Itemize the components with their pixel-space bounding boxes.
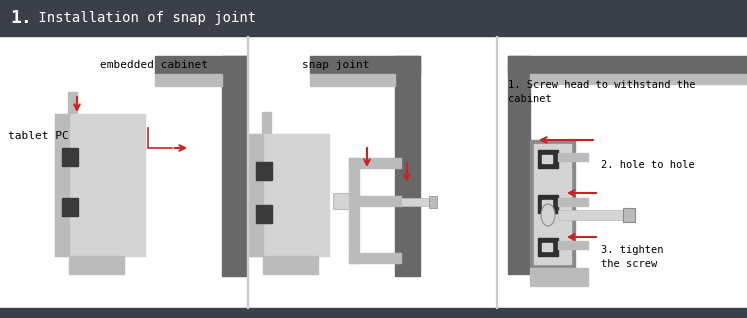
Text: 3. tighten
the screw: 3. tighten the screw [601, 245, 663, 269]
Bar [256, 162, 272, 180]
Bar [349, 158, 359, 263]
Text: Installation of snap joint: Installation of snap joint [30, 11, 256, 25]
Bar [558, 210, 626, 220]
Bar [496, 36, 497, 308]
Bar [538, 238, 558, 256]
Bar [623, 208, 635, 222]
Bar [256, 205, 272, 223]
Bar [263, 256, 318, 274]
Bar [508, 56, 530, 106]
Bar [508, 56, 747, 74]
Bar [542, 200, 552, 208]
Bar [542, 155, 552, 163]
Bar [0, 308, 747, 318]
Text: 2. hole to hole: 2. hole to hole [601, 160, 695, 170]
Bar [349, 196, 401, 206]
Bar [310, 74, 395, 86]
Bar [508, 106, 530, 274]
Bar [155, 56, 247, 74]
Bar [429, 196, 437, 208]
Bar [395, 56, 420, 276]
Bar [530, 74, 747, 84]
Text: embedded cabinet: embedded cabinet [100, 60, 208, 70]
Bar [542, 243, 552, 251]
Bar [68, 92, 77, 114]
Bar [62, 148, 78, 166]
Bar [530, 268, 588, 286]
Bar [538, 150, 558, 168]
Bar [558, 198, 588, 206]
Bar [538, 195, 558, 213]
Bar [262, 112, 271, 134]
Bar [62, 198, 78, 216]
Ellipse shape [541, 204, 555, 226]
Bar [530, 140, 575, 268]
Bar [55, 114, 69, 256]
Bar [558, 153, 588, 161]
Text: snap joint: snap joint [302, 60, 370, 70]
Bar [249, 134, 263, 256]
Bar [247, 36, 248, 308]
Bar [558, 241, 588, 249]
Bar [249, 134, 329, 256]
Bar [349, 253, 401, 263]
Bar [333, 193, 349, 209]
Bar [401, 198, 429, 206]
Bar [55, 114, 145, 256]
Bar [222, 56, 247, 276]
Bar [155, 74, 222, 86]
Text: 1. Screw head to withstand the
cabinet: 1. Screw head to withstand the cabinet [508, 80, 695, 104]
Bar [0, 36, 747, 308]
Bar [349, 158, 401, 168]
Text: 1.: 1. [10, 9, 32, 27]
Bar [69, 256, 124, 274]
Text: tablet PC: tablet PC [8, 131, 69, 141]
Bar [534, 144, 571, 264]
Bar [0, 0, 747, 36]
Bar [310, 56, 420, 74]
